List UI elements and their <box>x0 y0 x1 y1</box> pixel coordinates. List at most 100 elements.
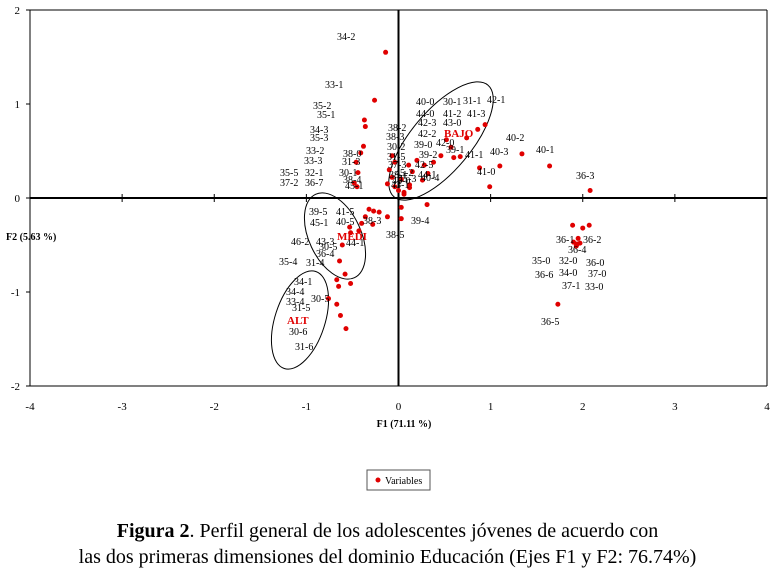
point-label: 36-1 <box>556 235 574 246</box>
point-label: 43-0 <box>443 118 461 129</box>
data-point <box>475 126 481 132</box>
data-point <box>334 301 340 307</box>
point-label: 42-0 <box>436 138 454 149</box>
data-point <box>519 151 525 157</box>
data-point <box>362 124 368 130</box>
point-label: 39-4 <box>411 216 429 227</box>
point-label: 30-2 <box>387 142 405 153</box>
point-label: 42-5 <box>415 160 433 171</box>
data-point <box>339 242 345 248</box>
data-point <box>570 222 576 228</box>
point-label: 37-1 <box>562 281 580 292</box>
data-point <box>389 174 395 180</box>
point-label: 43-1 <box>391 180 409 191</box>
x-tick-label: -3 <box>118 401 128 413</box>
point-label: 33-3 <box>304 156 322 167</box>
data-point <box>396 187 401 193</box>
point-label: 36-7 <box>305 178 323 189</box>
point-label: 32-1 <box>305 168 323 179</box>
point-label: 42-3 <box>418 118 436 129</box>
point-label: 41-3 <box>467 109 485 120</box>
data-point <box>392 159 398 165</box>
data-point <box>398 176 404 182</box>
point-label: 35-2 <box>313 101 331 112</box>
data-point <box>438 153 444 159</box>
data-point <box>347 224 353 230</box>
x-tick-label: 3 <box>672 401 678 413</box>
data-point <box>362 214 368 220</box>
data-point <box>555 301 561 307</box>
data-point <box>348 230 354 236</box>
y-axis-title: F2 (5.63 %) <box>6 232 56 243</box>
point-label: 35-0 <box>532 256 550 267</box>
point-label: 40-5 <box>336 217 354 228</box>
point-label: 42-1 <box>487 95 505 106</box>
point-label: 38-3 <box>386 132 404 143</box>
y-tick-label: -1 <box>11 287 20 299</box>
point-label: 31-5 <box>292 303 310 314</box>
data-point <box>334 277 340 283</box>
point-label: 45-2 <box>395 168 413 179</box>
data-point <box>419 177 425 183</box>
caption-line-2: las dos primeras dimensiones del dominio… <box>78 546 697 568</box>
point-label: 41-2 <box>443 109 461 120</box>
point-label: 31-1 <box>463 96 481 107</box>
data-point <box>356 228 362 234</box>
data-point <box>372 97 378 103</box>
data-point <box>383 49 389 55</box>
ellipse-alto <box>270 270 330 370</box>
data-point <box>406 162 412 168</box>
legend-marker <box>375 477 381 483</box>
point-label: 30-1 <box>339 168 357 179</box>
point-label: 36-6 <box>535 270 553 281</box>
point-labels: 34-2 33-1 35-235-1 34-335-3 33-2 38-0 33-3 31-3… <box>279 32 606 353</box>
cluster-label-medio: MEDI <box>337 231 367 243</box>
data-point <box>353 159 359 165</box>
data-point <box>389 153 395 159</box>
point-label: 31-5 <box>387 152 405 163</box>
data-point <box>448 144 454 150</box>
point-label: 31-6 <box>295 342 313 353</box>
point-label: 31-3 <box>342 157 360 168</box>
data-point <box>384 181 390 187</box>
point-label: 40-1 <box>536 145 554 156</box>
point-label: 33-0 <box>585 282 603 293</box>
data-point <box>414 157 420 163</box>
point-label: 41-0 <box>477 167 495 178</box>
data-point <box>577 240 583 246</box>
point-label: 38-2 <box>388 123 406 134</box>
point-label: 37-0 <box>588 269 606 280</box>
y-tick-label: -2 <box>11 381 20 393</box>
data-point <box>351 180 357 186</box>
point-label: 41-1 <box>465 150 483 161</box>
point-label: 40-2 <box>506 133 524 144</box>
point-label: 41-5 <box>336 207 354 218</box>
data-point <box>392 184 398 190</box>
data-point <box>342 271 348 277</box>
data-point <box>443 137 449 143</box>
data-point <box>366 206 372 212</box>
point-label: 38-1 <box>389 170 407 181</box>
point-label: 35-1 <box>317 110 335 121</box>
point-label: 33-2 <box>306 146 324 157</box>
x-axis-ticks: -4 -3 -2 -1 0 1 2 3 4 <box>25 194 770 413</box>
caption-line-1: Figura 2. Perfil general de los adolesce… <box>0 518 775 544</box>
data-point <box>376 209 382 215</box>
data-point <box>464 135 470 141</box>
ellipse-medio <box>303 192 367 280</box>
point-label: 42-2 <box>418 129 436 140</box>
point-label: 34-4 <box>286 287 304 298</box>
data-point <box>425 171 431 177</box>
point-label: 39-2 <box>419 150 437 161</box>
data-point <box>580 225 586 231</box>
point-label: 36-0 <box>586 258 604 269</box>
point-label: 44-1 <box>418 170 436 181</box>
data-point <box>401 191 407 197</box>
data-point <box>409 169 415 175</box>
data-point <box>487 184 493 190</box>
caption-figure-label: Figura 2 <box>116 520 190 542</box>
point-label: 30-5 <box>311 294 329 305</box>
data-point <box>384 214 390 220</box>
data-point <box>482 122 488 128</box>
